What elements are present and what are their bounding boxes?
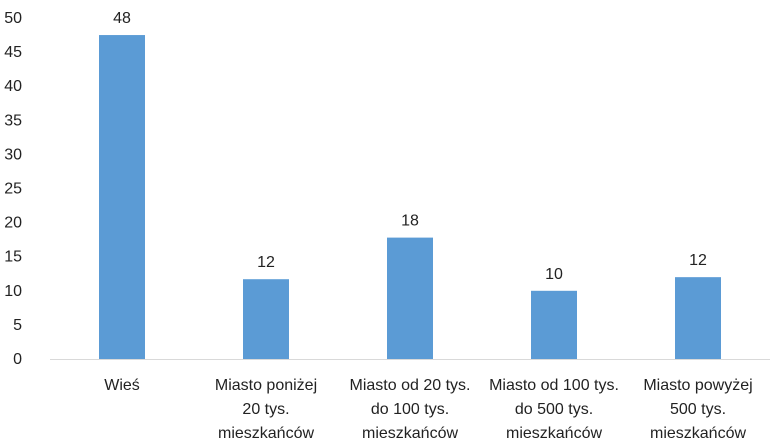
bar (675, 277, 721, 359)
y-tick-label: 30 (4, 146, 22, 163)
y-axis-ticks: 0 5 10 15 20 25 30 35 40 45 50 (4, 10, 22, 368)
y-tick-label: 20 (4, 215, 22, 232)
y-tick-label: 45 (4, 44, 22, 61)
x-tick-label-line: mieszkańców (506, 425, 602, 442)
x-tick-label: Miasto powyżej 500 tys. mieszkańców (643, 377, 752, 442)
y-tick-label: 15 (4, 249, 22, 266)
bar (99, 35, 145, 360)
bar-data-label: 10 (545, 266, 563, 283)
y-tick-label: 5 (13, 317, 22, 334)
x-tick-label-line: 500 tys. (670, 401, 726, 418)
y-tick-label: 10 (4, 283, 22, 300)
x-tick-label: Miasto poniżej 20 tys. mieszkańców (215, 377, 317, 442)
x-tick-label-line: do 100 tys. (371, 401, 449, 418)
x-tick-label-line: Wieś (104, 377, 140, 394)
x-tick-label: Wieś (104, 377, 140, 394)
bar (531, 290, 577, 359)
bar (243, 279, 289, 359)
y-tick-label: 50 (4, 10, 22, 27)
x-tick-label: Miasto od 100 tys. do 500 tys. mieszkańców (489, 377, 619, 442)
data-labels-group: 48 12 18 10 12 (113, 10, 707, 283)
x-tick-label-line: mieszkańców (362, 425, 458, 442)
x-tick-label-line: do 500 tys. (515, 401, 593, 418)
x-tick-label-line: Miasto od 100 tys. (489, 377, 619, 394)
bar (387, 237, 433, 359)
x-tick-label-line: mieszkańców (650, 425, 746, 442)
bars-group (99, 35, 721, 360)
x-tick-label: Miasto od 20 tys. do 100 tys. mieszkańców (350, 377, 471, 442)
bar-data-label: 48 (113, 10, 131, 27)
bar-data-label: 12 (257, 254, 275, 271)
x-tick-label-line: Miasto od 20 tys. (350, 377, 471, 394)
bar-data-label: 12 (689, 252, 707, 269)
x-tick-label-line: mieszkańców (218, 425, 314, 442)
y-tick-label: 35 (4, 112, 22, 129)
y-tick-label: 0 (13, 351, 22, 368)
y-tick-label: 40 (4, 78, 22, 95)
y-tick-label: 25 (4, 181, 22, 198)
bar-data-label: 18 (401, 213, 419, 230)
x-tick-label-line: Miasto powyżej (643, 377, 752, 394)
category-labels-group: Wieś Miasto poniżej 20 tys. mieszkańcówMias… (104, 377, 752, 442)
x-tick-label-line: Miasto poniżej (215, 377, 317, 394)
x-tick-label-line: 20 tys. (242, 401, 289, 418)
